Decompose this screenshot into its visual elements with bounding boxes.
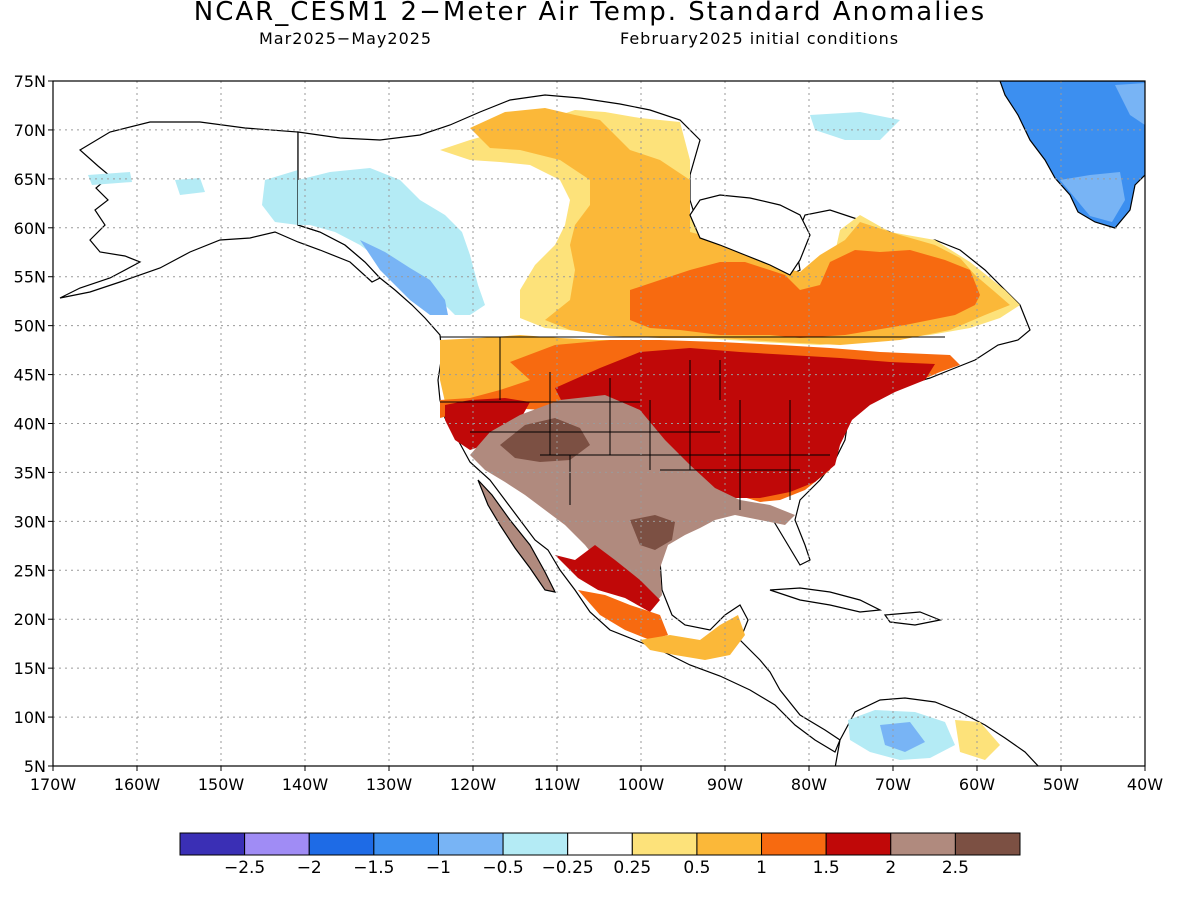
colorbar-swatch (954, 832, 1021, 856)
colorbar-swatch (696, 832, 763, 856)
longitude-label: 160W (114, 775, 161, 794)
latitude-label: 75N (14, 72, 46, 91)
longitude-label: 50W (1043, 775, 1079, 794)
colorbar-swatch (502, 832, 569, 856)
bc-moderate-cool-anomaly (360, 240, 448, 315)
mexico-very-warm-anomaly (555, 545, 660, 612)
colorbar-swatch (761, 832, 827, 856)
latitude-label: 60N (14, 219, 46, 238)
nw-territories-cool-anomaly (810, 112, 900, 140)
longitude-label: 150W (198, 775, 245, 794)
colorbar-label: −1.5 (353, 858, 394, 878)
initial-conditions: February2025 initial conditions (620, 29, 900, 48)
longitude-label: 90W (707, 775, 743, 794)
colorbar-label: 2 (885, 858, 896, 878)
latitude-label: 40N (14, 415, 46, 434)
longitude-label: 80W (791, 775, 827, 794)
longitude-label: 170W (30, 775, 77, 794)
latitude-axis: 75N 70N 65N 60N 55N 50N 45N 40N 35N 30N 25N 20N 15N 1… (14, 72, 53, 776)
colorbar-swatch (890, 832, 956, 856)
longitude-label: 40W (1127, 775, 1163, 794)
latitude-label: 10N (14, 708, 46, 727)
us-state-borders (440, 336, 945, 510)
colorbar-label: 0.5 (683, 858, 710, 878)
latitude-label: 15N (14, 659, 46, 678)
colorbar-swatch (631, 832, 698, 856)
longitude-label: 110W (534, 775, 581, 794)
longitude-label: 70W (875, 775, 911, 794)
south-america-moderate-cool-anomaly (880, 722, 925, 752)
longitude-label: 100W (618, 775, 665, 794)
latitude-label: 30N (14, 512, 46, 531)
longitude-axis: 170W 160W 150W 140W 130W 120W 110W 100W 90W 80W 70… (30, 766, 1163, 794)
latitude-label: 45N (14, 366, 46, 385)
colorbar-label: 1 (756, 858, 767, 878)
latitude-label: 35N (14, 463, 46, 482)
bering-cool-anomaly (88, 172, 132, 185)
yukon-cool-anomaly (298, 168, 485, 315)
alaska-cool-anomaly (175, 178, 205, 195)
latitude-label: 20N (14, 610, 46, 629)
graticule (53, 81, 1145, 766)
longitude-label: 140W (282, 775, 329, 794)
colorbar-label: 1.5 (813, 858, 840, 878)
colorbar-swatch (244, 832, 310, 856)
latitude-label: 25N (14, 561, 46, 580)
latitude-label: 70N (14, 121, 46, 140)
map-title: NCAR_CESM1 2−Meter Air Temp. Standard An… (193, 0, 987, 27)
longitude-label: 120W (450, 775, 497, 794)
colorbar-swatch (437, 832, 504, 856)
mexico-strong-warm-anomaly (578, 590, 668, 640)
map-plot-area (53, 81, 1145, 766)
longitude-label: 60W (959, 775, 995, 794)
texas-max-anomaly (630, 515, 675, 550)
colorbar: −2.5 −2 −1.5 −1 −0.5 −0.25 0.25 0.5 1 1.5 2 2.5 (179, 832, 1021, 878)
greenland-blue-region (999, 81, 1145, 229)
cuba (769, 587, 883, 613)
greenland-light-region (1060, 172, 1125, 222)
south-america-warm-anomaly (955, 720, 1000, 760)
colorbar-label: −0.5 (482, 858, 523, 878)
latitude-label: 5N (24, 757, 46, 776)
colorbar-swatch (308, 832, 375, 856)
forecast-period: Mar2025−May2025 (259, 29, 433, 48)
colorbar-swatch (373, 832, 439, 856)
latitude-label: 50N (14, 317, 46, 336)
colorbar-swatch (567, 832, 633, 856)
us-west-very-warm-anomaly (445, 398, 530, 450)
colorbar-label: −2 (297, 858, 322, 878)
colorbar-label: 2.5 (942, 858, 969, 878)
colorbar-swatch (825, 832, 892, 856)
longitude-label: 130W (366, 775, 413, 794)
alaska-cool-anomaly-2 (262, 170, 298, 225)
greenland-north-cap (1115, 83, 1145, 125)
colorbar-label: 0.25 (613, 858, 651, 878)
colorbar-label: −0.25 (542, 858, 594, 878)
colorbar-swatch (179, 832, 246, 856)
latitude-label: 55N (14, 268, 46, 287)
central-america-moderate-anomaly (640, 615, 745, 660)
latitude-label: 65N (14, 170, 46, 189)
colorbar-label: −1 (426, 858, 451, 878)
hispaniola (883, 611, 943, 626)
four-corners-max-anomaly (500, 418, 590, 462)
colorbar-label: −2.5 (224, 858, 265, 878)
